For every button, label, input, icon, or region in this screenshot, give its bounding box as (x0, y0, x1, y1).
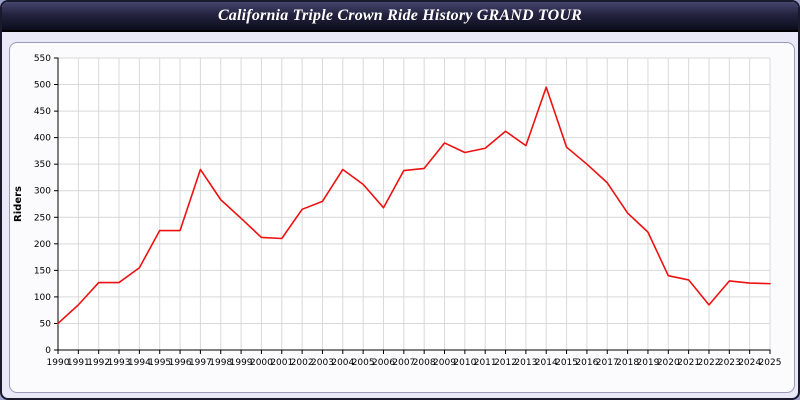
svg-text:2021: 2021 (677, 358, 700, 368)
svg-text:250: 250 (34, 213, 51, 223)
chart-panel: 0 50 100 150 200 250 300 350 400 450 500 550 1990 199… (9, 42, 795, 393)
svg-text:2012: 2012 (494, 358, 517, 368)
svg-text:2017: 2017 (596, 358, 619, 368)
svg-text:2002: 2002 (291, 358, 314, 368)
svg-text:2019: 2019 (636, 358, 659, 368)
svg-text:1999: 1999 (230, 358, 253, 368)
svg-text:300: 300 (34, 187, 51, 197)
svg-text:150: 150 (34, 266, 51, 276)
svg-text:1998: 1998 (209, 358, 232, 368)
svg-text:2023: 2023 (718, 358, 741, 368)
svg-text:350: 350 (34, 160, 51, 170)
chart-svg: 0501001502002503003504004505005501990199… (13, 54, 782, 368)
title-bar: California Triple Crown Ride History GRA… (2, 2, 798, 32)
svg-text:2010: 2010 (453, 358, 476, 368)
svg-text:2016: 2016 (575, 358, 598, 368)
svg-text:2009: 2009 (433, 358, 456, 368)
svg-text:500: 500 (34, 81, 51, 91)
svg-text:1997: 1997 (189, 358, 212, 368)
svg-text:1994: 1994 (128, 358, 151, 368)
svg-text:2008: 2008 (413, 358, 436, 368)
svg-text:50: 50 (40, 319, 52, 329)
svg-text:2001: 2001 (270, 358, 293, 368)
svg-text:1991: 1991 (67, 358, 90, 368)
svg-text:2024: 2024 (738, 358, 761, 368)
svg-text:550: 550 (34, 54, 51, 64)
svg-text:Riders: Riders (13, 186, 24, 222)
svg-text:1992: 1992 (87, 358, 110, 368)
svg-text:1993: 1993 (108, 358, 131, 368)
svg-text:2022: 2022 (698, 358, 721, 368)
svg-text:2007: 2007 (392, 358, 415, 368)
svg-text:2004: 2004 (331, 358, 354, 368)
svg-text:100: 100 (34, 293, 51, 303)
page-title: California Triple Crown Ride History GRA… (217, 7, 583, 24)
svg-text:1996: 1996 (169, 358, 192, 368)
svg-text:1990: 1990 (47, 358, 70, 368)
svg-text:200: 200 (34, 240, 51, 250)
svg-text:2018: 2018 (616, 358, 639, 368)
svg-text:2000: 2000 (250, 358, 273, 368)
svg-text:2003: 2003 (311, 358, 334, 368)
svg-text:1995: 1995 (148, 358, 171, 368)
svg-text:2006: 2006 (372, 358, 395, 368)
svg-text:400: 400 (34, 134, 51, 144)
svg-text:2020: 2020 (657, 358, 680, 368)
svg-text:2015: 2015 (555, 358, 578, 368)
svg-text:2013: 2013 (514, 358, 537, 368)
svg-text:2011: 2011 (474, 358, 497, 368)
svg-text:450: 450 (34, 107, 51, 117)
svg-text:0: 0 (45, 346, 51, 356)
svg-text:2014: 2014 (535, 358, 558, 368)
svg-text:2025: 2025 (759, 358, 782, 368)
svg-text:2005: 2005 (352, 358, 375, 368)
